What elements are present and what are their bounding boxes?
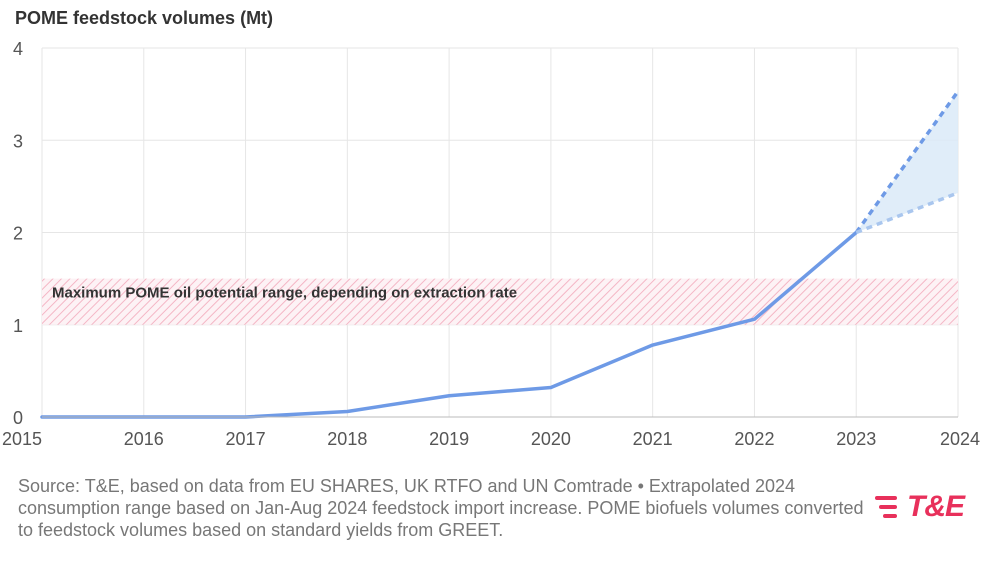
reference-band bbox=[42, 278, 958, 325]
x-tick-label: 2017 bbox=[226, 429, 266, 449]
x-tick-label: 2021 bbox=[633, 429, 673, 449]
logo-stripes-icon bbox=[875, 496, 897, 518]
x-tick-label: 2018 bbox=[327, 429, 367, 449]
reference-band-label: Maximum POME oil potential range, depend… bbox=[52, 285, 517, 302]
x-tick-label: 2023 bbox=[836, 429, 876, 449]
y-tick-label: 3 bbox=[13, 131, 23, 151]
x-tick-label: 2022 bbox=[734, 429, 774, 449]
chart-title: POME feedstock volumes (Mt) bbox=[15, 8, 274, 28]
source-note: Source: T&E, based on data from EU SHARE… bbox=[18, 476, 864, 540]
series-line-2 bbox=[854, 90, 960, 234]
x-tick-label: 2016 bbox=[124, 429, 164, 449]
x-tick-label: 2015 bbox=[2, 429, 42, 449]
series-line-3 bbox=[855, 191, 959, 235]
brand-logo: T&E bbox=[873, 490, 965, 524]
logo-text: T&E bbox=[907, 490, 965, 523]
y-tick-label: 1 bbox=[13, 316, 23, 336]
x-tick-label: 2024 bbox=[940, 429, 980, 449]
x-tick-label: 2019 bbox=[429, 429, 469, 449]
y-tick-label: 4 bbox=[13, 39, 23, 59]
y-tick-label: 2 bbox=[13, 224, 23, 244]
projection-range-area bbox=[856, 91, 958, 233]
chart-plot: Maximum POME oil potential range, depend… bbox=[2, 39, 980, 449]
y-tick-label: 0 bbox=[13, 408, 23, 428]
x-tick-label: 2020 bbox=[531, 429, 571, 449]
